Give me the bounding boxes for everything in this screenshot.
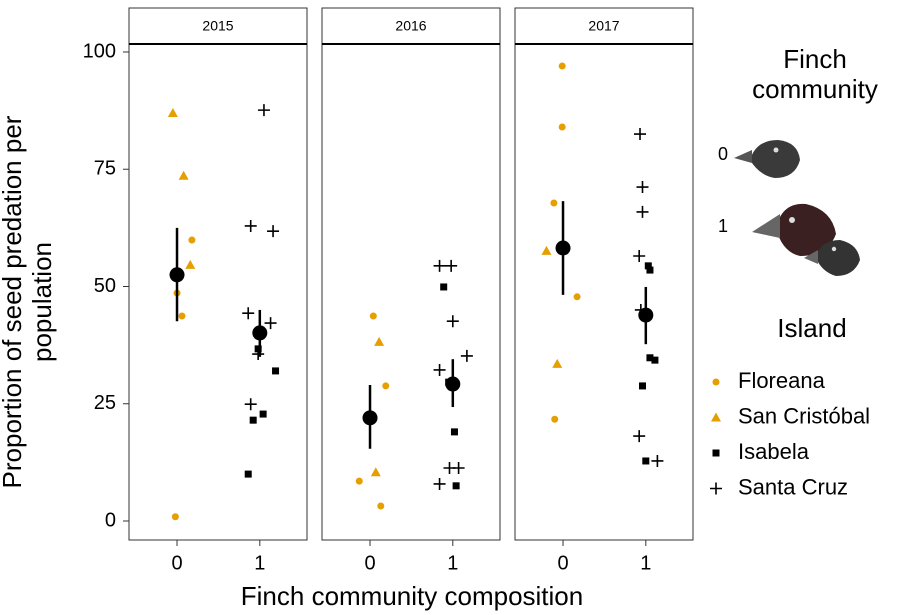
y-tick-label: 50 (94, 275, 116, 297)
page: 0 25 50 75 100 2015 0 1 2016 0 1 2017 0 1 Finch commun… (0, 0, 897, 615)
point (453, 482, 460, 489)
point (633, 430, 645, 442)
x-tick-label: 1 (640, 552, 651, 574)
mean-point (445, 377, 460, 392)
y-tick-label: 100 (83, 40, 116, 62)
point (651, 357, 658, 364)
point (559, 124, 566, 131)
point (461, 350, 473, 362)
legend-label: 0 (718, 144, 728, 164)
point (551, 416, 558, 423)
point (168, 108, 178, 117)
x-tick-label: 0 (364, 552, 375, 574)
panel-frame (515, 44, 693, 540)
point (245, 398, 257, 410)
legend-key (711, 413, 721, 422)
point (451, 428, 458, 435)
point (574, 293, 581, 300)
strip-label: 2015 (202, 18, 233, 34)
point (453, 462, 465, 474)
point (245, 220, 257, 232)
panel-frame (322, 44, 500, 540)
bird-icon-1 (752, 204, 860, 276)
bird-icon-0 (734, 140, 800, 178)
y-tick-label: 75 (94, 158, 116, 180)
strip-label: 2017 (588, 18, 619, 34)
point (642, 457, 649, 464)
point (541, 246, 551, 255)
point (356, 478, 363, 485)
point (550, 200, 557, 207)
point (245, 471, 252, 478)
point (377, 502, 384, 509)
point (434, 260, 446, 272)
point (267, 225, 279, 237)
legend-label: Santa Cruz (738, 474, 848, 499)
legend-key (713, 379, 720, 386)
legend-title: Finch community (735, 44, 895, 104)
legend-title: Island (777, 313, 846, 343)
point (645, 262, 652, 269)
point (445, 260, 457, 272)
point (434, 478, 446, 490)
x-tick-label: 1 (447, 552, 458, 574)
legend-label: Isabela (738, 439, 810, 464)
y-tick-label: 25 (94, 392, 116, 414)
legend-key (710, 483, 722, 495)
strip-label: 2016 (395, 18, 426, 34)
mean-point (556, 241, 571, 256)
panel-frame (129, 44, 307, 540)
point (250, 417, 257, 424)
point (639, 382, 646, 389)
x-tick-label: 0 (557, 552, 568, 574)
point (370, 313, 377, 320)
x-tick-label: 0 (171, 552, 182, 574)
point (552, 359, 562, 368)
legend-label: 1 (718, 216, 728, 236)
legend-key (713, 450, 720, 457)
point (252, 348, 264, 360)
point (651, 455, 663, 467)
point (559, 63, 566, 70)
point (265, 317, 277, 329)
point (434, 364, 446, 376)
point (272, 367, 279, 374)
legend-label: San Cristóbal (738, 403, 870, 428)
point (371, 467, 381, 476)
point (636, 206, 648, 218)
point (634, 128, 646, 140)
y-axis-title: Proportion of seed predation per populat… (0, 92, 57, 512)
point (242, 307, 254, 319)
x-tick-label: 1 (254, 552, 265, 574)
mean-point (638, 308, 653, 323)
point (636, 181, 648, 193)
mean-point (363, 410, 378, 425)
point (447, 315, 459, 327)
point (188, 237, 195, 244)
point (382, 382, 389, 389)
point (258, 104, 270, 116)
mean-point (252, 325, 267, 340)
point (260, 411, 267, 418)
point (374, 337, 384, 346)
point (172, 513, 179, 520)
mean-point (170, 267, 185, 282)
point (178, 313, 185, 320)
point (185, 260, 195, 269)
x-axis-title: Finch community composition (241, 581, 583, 611)
y-tick-label: 0 (105, 509, 116, 531)
point (440, 283, 447, 290)
legend-label: Floreana (738, 368, 826, 393)
point (633, 250, 645, 262)
point (179, 171, 189, 180)
